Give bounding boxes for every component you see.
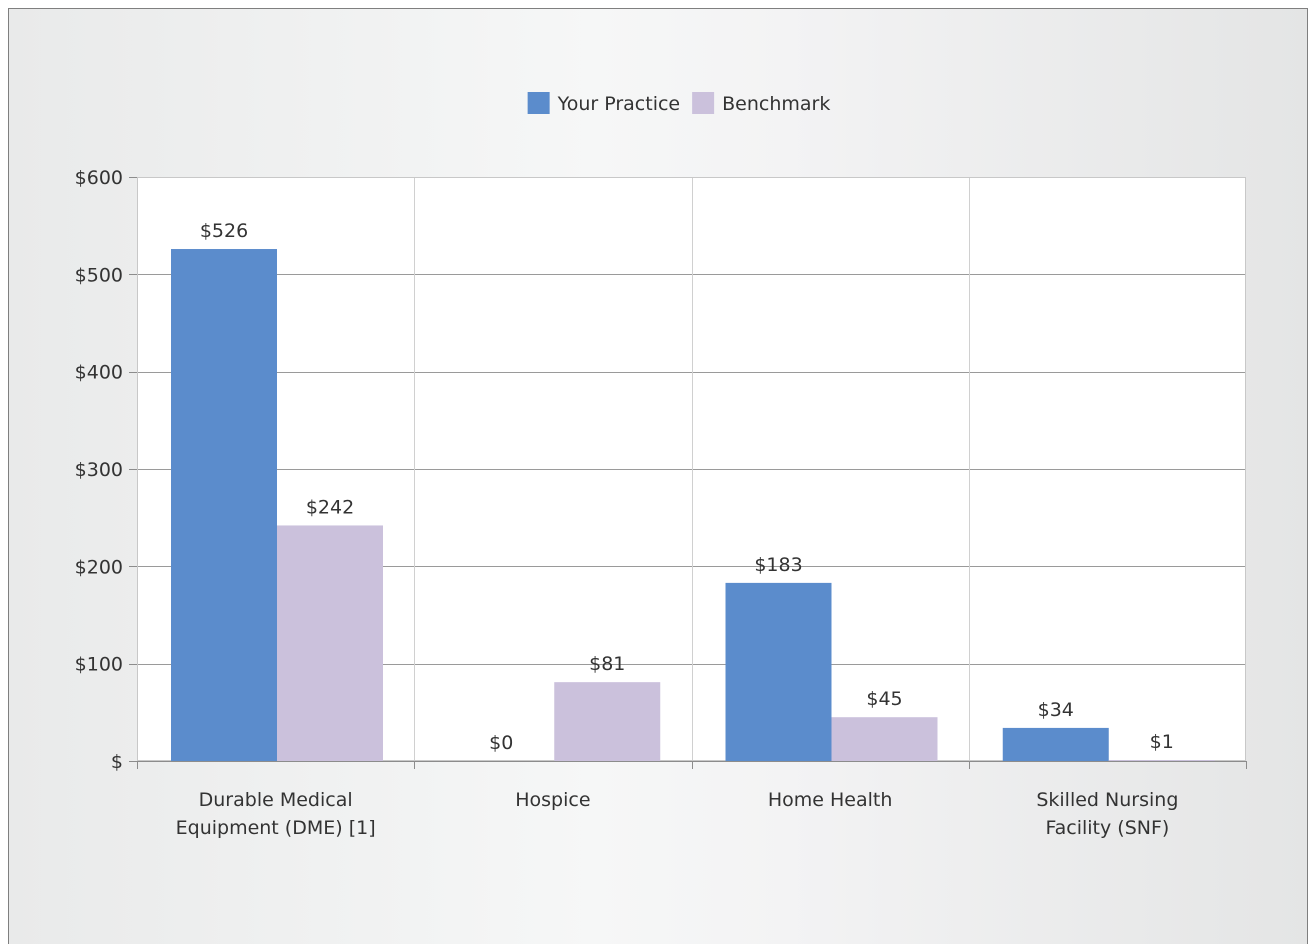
bar-benchmark xyxy=(277,525,383,761)
y-tick-label: $300 xyxy=(75,459,123,481)
legend-label: Benchmark xyxy=(722,93,830,115)
y-tick-label: $400 xyxy=(75,362,123,384)
legend-label: Your Practice xyxy=(557,93,681,115)
x-category-label: Home Health xyxy=(768,789,893,811)
data-label: $45 xyxy=(866,688,902,710)
data-label: $183 xyxy=(754,554,802,576)
plot-border xyxy=(137,177,1246,761)
bar-your-practice xyxy=(171,249,277,761)
legend-swatch xyxy=(692,92,715,114)
x-category-label: Facility (SNF) xyxy=(1045,817,1169,839)
x-category-label: Skilled Nursing xyxy=(1036,789,1178,811)
y-tick-label: $100 xyxy=(75,654,123,676)
x-category-label: Hospice xyxy=(515,789,590,811)
data-label: $34 xyxy=(1038,699,1074,721)
x-category-label: Equipment (DME) [1] xyxy=(176,817,376,839)
data-label: $242 xyxy=(306,496,354,518)
y-tick-label: $600 xyxy=(75,167,123,189)
y-tick-label: $500 xyxy=(75,264,123,286)
legend-swatch xyxy=(527,92,550,114)
bar-your-practice xyxy=(1002,727,1109,761)
bar-benchmark xyxy=(1108,760,1215,761)
data-label: $1 xyxy=(1150,731,1174,753)
bar-benchmark xyxy=(554,682,661,761)
bar-benchmark xyxy=(831,717,938,761)
bar-your-practice xyxy=(725,582,832,761)
data-label: $81 xyxy=(589,653,625,675)
y-tick-label: $ xyxy=(111,751,123,773)
data-label: $0 xyxy=(489,732,513,754)
y-tick-label: $200 xyxy=(75,556,123,578)
data-label: $526 xyxy=(200,220,248,242)
x-category-label: Durable Medical xyxy=(199,789,353,811)
